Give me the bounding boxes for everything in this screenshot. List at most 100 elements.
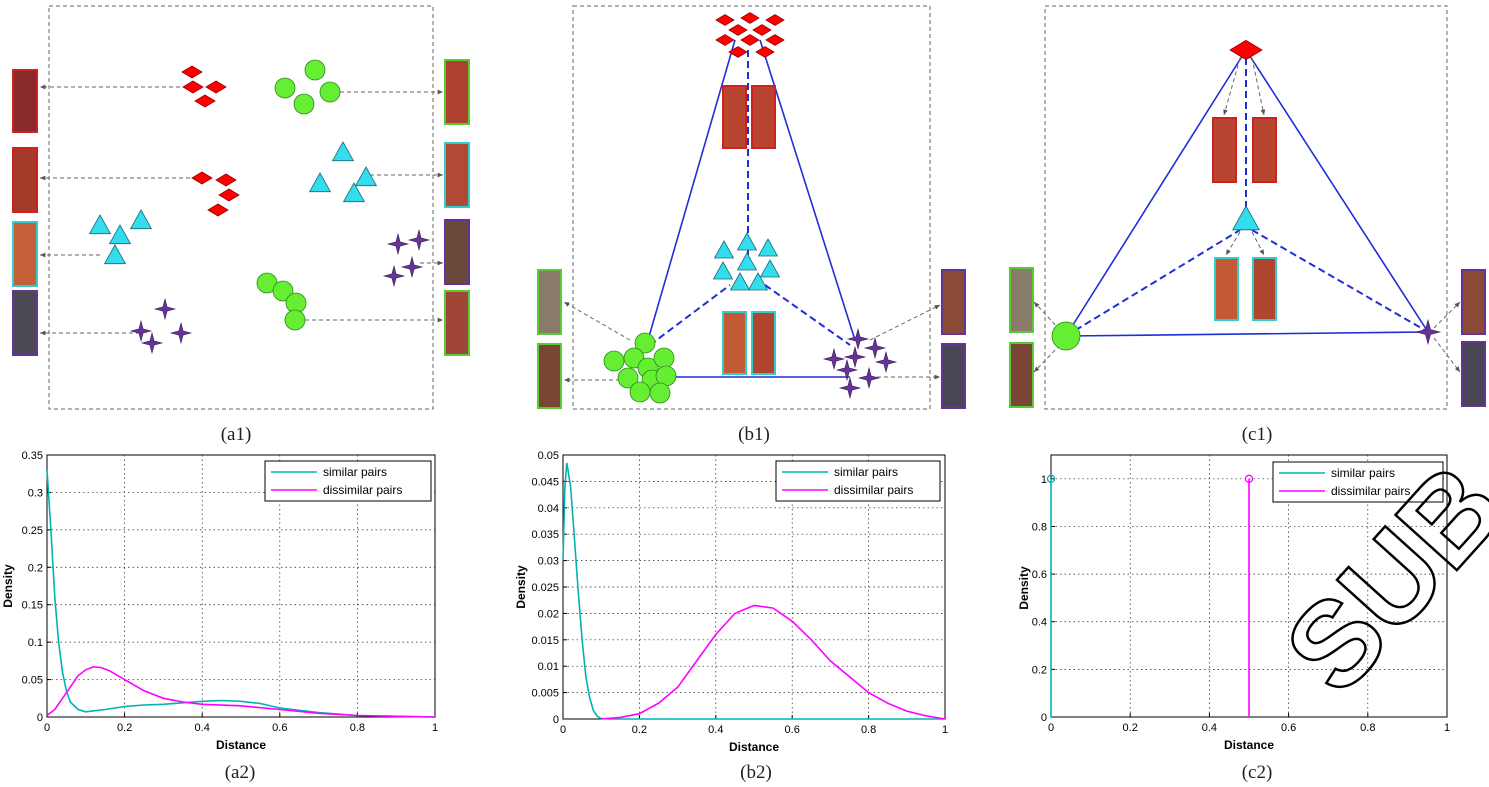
person-thumbnail-purple <box>941 269 966 335</box>
legend-dissimilar-label: dissimilar pairs <box>323 483 402 497</box>
purple-star-marker <box>835 358 859 382</box>
red-diamond-marker <box>715 34 735 46</box>
person-thumbnail-cyan <box>1214 257 1239 321</box>
red-diamond-marker <box>740 12 760 24</box>
person-thumbnail-purple <box>1461 341 1486 407</box>
panel-b1: (b1) <box>537 5 966 445</box>
legend-box <box>775 460 941 502</box>
legend-similar-label: similar pairs <box>834 465 898 479</box>
b1-class-markers <box>603 12 898 404</box>
y-tick-label: 0.3 <box>28 487 43 499</box>
red-diamond-marker <box>755 46 775 58</box>
person-thumbnail-red <box>1252 117 1277 183</box>
caption-c2: (c2) <box>1242 762 1273 783</box>
dissimilar-pairs-line <box>46 665 436 718</box>
a1-arrows <box>40 84 443 336</box>
legend-dissimilar-label: dissimilar pairs <box>1331 484 1410 498</box>
person-thumbnail-green <box>537 269 562 335</box>
person-thumbnail-green <box>537 343 562 409</box>
b1-arrows <box>563 301 941 383</box>
chart-b2: 0 0.2 0.4 0.6 0.8 1 0 0.005 0.01 0.015 0.02 0.025 0.… <box>514 450 948 754</box>
cyan-triangle-marker <box>308 172 332 193</box>
c1-edges <box>1065 49 1429 337</box>
x-tick-label: 0.6 <box>785 724 800 736</box>
c1-thumbnails <box>1009 117 1486 408</box>
red-diamond-marker <box>182 80 204 94</box>
y-tick-label: 0.02 <box>538 608 559 620</box>
cyan-triangle-marker <box>729 272 751 291</box>
y-tick-label: 0.1 <box>28 637 43 649</box>
x-tick-label: 0.8 <box>350 722 365 734</box>
legend-dissimilar-label: dissimilar pairs <box>834 483 913 497</box>
person-thumbnail-red <box>12 147 38 213</box>
similar-pairs-line <box>46 469 436 718</box>
red-diamond-marker <box>752 24 772 36</box>
x-axis-label: Distance <box>1224 738 1274 752</box>
stem-marker <box>1244 474 1254 483</box>
green-circle-marker <box>274 77 296 99</box>
x-tick-label: 0 <box>560 724 566 736</box>
purple-star-marker <box>874 350 898 374</box>
y-tick-label: 0.025 <box>531 582 559 594</box>
y-tick-label: 0.6 <box>1032 569 1047 581</box>
green-circle-marker <box>319 81 341 103</box>
caption-a1: (a1) <box>221 424 252 445</box>
red-diamond-marker <box>728 24 748 36</box>
red-diamond-marker <box>1229 39 1263 61</box>
b1-frame <box>572 5 931 410</box>
y-tick-label: 0 <box>1041 712 1047 724</box>
person-thumbnail-purple <box>444 219 470 285</box>
a1-thumbnails <box>12 59 470 356</box>
x-tick-label: 0.4 <box>195 722 210 734</box>
red-diamond-marker <box>207 203 229 217</box>
y-tick-label: 0.045 <box>531 476 559 488</box>
x-tick-label: 0.4 <box>1202 722 1217 734</box>
purple-star-marker <box>846 327 870 351</box>
cyan-triangle-marker <box>88 214 112 235</box>
x-tick-label: 1 <box>1444 722 1450 734</box>
person-thumbnail-purple <box>12 290 38 356</box>
x-tick-label: 0.6 <box>1281 722 1296 734</box>
x-tick-label: 0.8 <box>861 724 876 736</box>
legend-similar-label: similar pairs <box>1331 466 1395 480</box>
panel-a1: (a1) <box>12 5 470 445</box>
cyan-triangle-marker <box>712 261 734 280</box>
purple-star-marker <box>400 255 424 279</box>
x-tick-label: 0.6 <box>272 722 287 734</box>
green-circle-marker <box>617 367 639 389</box>
y-tick-label: 0.005 <box>531 688 559 700</box>
cyan-triangle-marker <box>108 224 132 245</box>
cyan-triangle-marker <box>736 252 758 271</box>
y-tick-label: 0.4 <box>1032 617 1047 629</box>
red-diamond-marker <box>194 94 216 108</box>
caption-b2: (b2) <box>740 762 772 783</box>
y-axis-label: Density <box>1017 566 1031 610</box>
y-tick-label: 0.8 <box>1032 521 1047 533</box>
person-thumbnail-cyan <box>722 311 747 375</box>
purple-star-marker <box>129 319 153 343</box>
green-circle-marker <box>649 382 671 404</box>
caption-c1: (c1) <box>1242 424 1273 445</box>
cyan-triangle-marker <box>331 141 355 162</box>
person-thumbnail-purple <box>941 343 966 409</box>
stem-marker <box>1046 474 1056 483</box>
person-thumbnail-cyan <box>1252 257 1277 321</box>
cyan-triangle-marker <box>747 272 769 291</box>
y-tick-label: 0.035 <box>531 529 559 541</box>
cyan-triangle-marker <box>342 182 366 203</box>
red-diamond-marker <box>740 34 760 46</box>
x-tick-label: 0.2 <box>632 724 647 736</box>
x-tick-label: 0.4 <box>708 724 723 736</box>
person-thumbnail-red <box>12 69 38 133</box>
purple-star-marker <box>838 376 862 400</box>
caption-a2: (a2) <box>225 762 256 783</box>
purple-star-marker <box>386 232 410 256</box>
x-tick-label: 0 <box>1048 722 1054 734</box>
purple-star-marker <box>407 228 431 252</box>
x-tick-label: 1 <box>942 724 948 736</box>
chart-a2: 0 0.2 0.4 0.6 0.8 1 0 0.05 0.1 0.15 0.2 0.25 0.3 0.35… <box>1 450 438 752</box>
cyan-triangle-marker <box>1232 205 1260 231</box>
purple-star-marker <box>822 347 846 371</box>
cyan-triangle-marker <box>103 244 127 265</box>
